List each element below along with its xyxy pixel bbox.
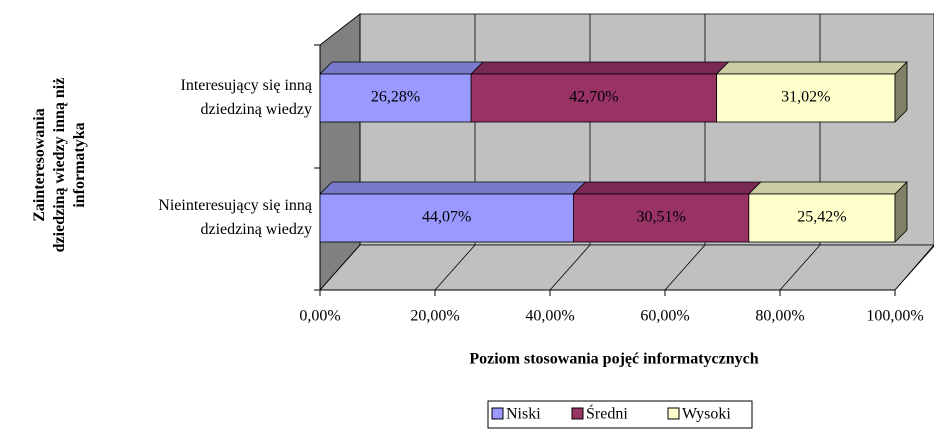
- data-label: 44,07%: [422, 209, 471, 226]
- x-tick-label: 0,00%: [299, 308, 340, 325]
- bar: [319, 73, 472, 123]
- bar-top: [319, 181, 587, 195]
- grid-line: [549, 244, 591, 291]
- data-label: 25,42%: [797, 209, 846, 226]
- bar-top: [715, 61, 908, 75]
- floor: [319, 244, 934, 291]
- bar: [319, 193, 574, 243]
- bar-side: [894, 181, 908, 243]
- bar-top: [319, 61, 485, 75]
- grid-line: [319, 244, 361, 291]
- y-axis-title: Zainteresowania dziedziną wiedzy inną ni…: [31, 77, 88, 253]
- data-label: 42,70%: [569, 89, 618, 106]
- y-tick-label: Nieinteresujący się inną dziedziną wiedz…: [158, 197, 312, 238]
- bar-top: [572, 181, 762, 195]
- bar: [573, 193, 750, 243]
- bar-top: [470, 61, 730, 75]
- legend-label: Wysoki: [682, 406, 731, 423]
- data-label: 26,28%: [371, 89, 420, 106]
- x-tick-label: 20,00%: [410, 308, 459, 325]
- x-tick-label: 100,00%: [866, 308, 923, 325]
- x-axis-title: Poziom stosowania pojęć informatycznych: [469, 351, 758, 368]
- bar-top: [747, 181, 908, 195]
- legend-swatch: [667, 407, 680, 420]
- legend-box: [487, 400, 753, 429]
- legend-swatch: [571, 407, 584, 420]
- x-tick-label: 80,00%: [755, 308, 804, 325]
- legend-label: Średni: [586, 404, 628, 423]
- y-tick-label: Interesujący się inną dziedziną wiedzy: [180, 77, 313, 118]
- side-wall: [319, 13, 361, 292]
- grid-line: [894, 245, 934, 291]
- grid-line: [664, 244, 706, 291]
- legend-swatch: [491, 407, 504, 420]
- grid-line: [434, 244, 476, 291]
- bar: [716, 73, 896, 123]
- grid-line: [779, 244, 821, 291]
- x-tick-label: 40,00%: [525, 308, 574, 325]
- x-tick-label: 60,00%: [640, 308, 689, 325]
- bar: [748, 193, 896, 243]
- data-label: 30,51%: [636, 209, 685, 226]
- bar-side: [894, 61, 908, 123]
- legend-label: Niski: [506, 406, 541, 423]
- data-label: 31,02%: [781, 89, 830, 106]
